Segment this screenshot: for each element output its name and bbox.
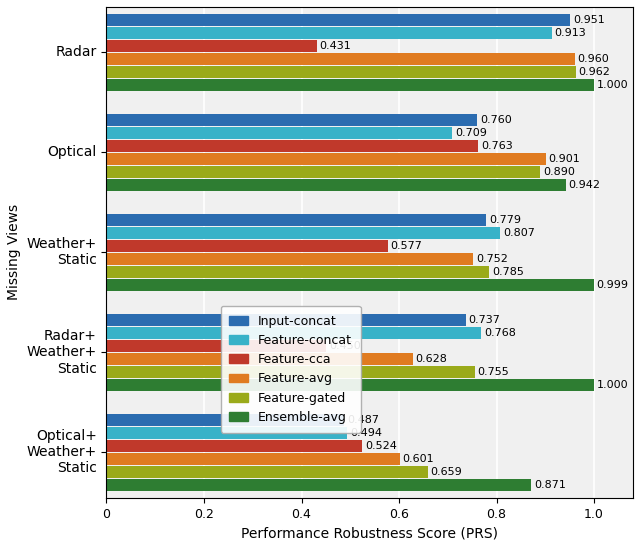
Bar: [106, 479, 531, 491]
Bar: [106, 127, 452, 139]
Bar: [106, 366, 475, 378]
Bar: [106, 66, 575, 78]
Text: 0.785: 0.785: [492, 267, 524, 277]
Bar: [106, 40, 317, 52]
Text: 0.601: 0.601: [403, 454, 434, 464]
Bar: [106, 427, 348, 439]
Text: 0.807: 0.807: [503, 228, 535, 238]
Text: 0.487: 0.487: [347, 415, 379, 425]
Bar: [106, 379, 594, 391]
Bar: [106, 79, 594, 91]
Text: 0.709: 0.709: [455, 128, 487, 138]
Text: 0.901: 0.901: [548, 154, 580, 164]
Text: 0.763: 0.763: [481, 141, 513, 151]
Bar: [106, 353, 413, 365]
Bar: [106, 227, 500, 239]
Legend: Input-concat, Feature-concat, Feature-cca, Feature-avg, Feature-gated, Ensemble-: Input-concat, Feature-concat, Feature-cc…: [221, 306, 361, 433]
Text: 0.768: 0.768: [484, 328, 516, 338]
Bar: [106, 440, 362, 452]
Bar: [106, 240, 388, 252]
Bar: [106, 466, 428, 478]
Bar: [106, 253, 473, 265]
X-axis label: Performance Robustness Score (PRS): Performance Robustness Score (PRS): [241, 526, 499, 540]
Text: 0.951: 0.951: [573, 15, 605, 25]
Bar: [106, 327, 481, 339]
Text: 0.755: 0.755: [477, 367, 509, 377]
Bar: [106, 27, 552, 39]
Text: 0.962: 0.962: [579, 67, 611, 77]
Bar: [106, 266, 489, 278]
Bar: [106, 153, 546, 165]
Bar: [106, 414, 344, 426]
Bar: [106, 340, 326, 352]
Bar: [106, 214, 486, 226]
Text: 0.524: 0.524: [365, 441, 397, 451]
Bar: [106, 114, 477, 126]
Text: 1.000: 1.000: [597, 80, 628, 90]
Bar: [106, 53, 575, 65]
Text: 0.960: 0.960: [577, 54, 609, 64]
Bar: [106, 314, 466, 326]
Text: 0.659: 0.659: [431, 467, 463, 477]
Text: 0.494: 0.494: [350, 428, 382, 438]
Text: 0.942: 0.942: [569, 180, 601, 190]
Y-axis label: Missing Views: Missing Views: [7, 204, 21, 300]
Bar: [106, 14, 570, 26]
Text: 0.431: 0.431: [319, 41, 351, 51]
Text: 0.890: 0.890: [543, 167, 575, 177]
Text: 1.000: 1.000: [597, 380, 628, 390]
Text: 0.628: 0.628: [415, 354, 447, 364]
Text: 0.577: 0.577: [391, 241, 422, 251]
Text: 0.752: 0.752: [476, 254, 508, 264]
Bar: [106, 140, 479, 152]
Text: 0.760: 0.760: [480, 115, 512, 125]
Bar: [106, 166, 540, 178]
Bar: [106, 179, 566, 191]
Text: 0.779: 0.779: [489, 215, 521, 225]
Text: 0.737: 0.737: [468, 315, 500, 325]
Text: 0.871: 0.871: [534, 480, 566, 490]
Text: 0.999: 0.999: [596, 280, 628, 290]
Text: 0.450: 0.450: [329, 341, 360, 351]
Bar: [106, 453, 399, 465]
Bar: [106, 279, 593, 291]
Text: 0.913: 0.913: [554, 28, 586, 38]
